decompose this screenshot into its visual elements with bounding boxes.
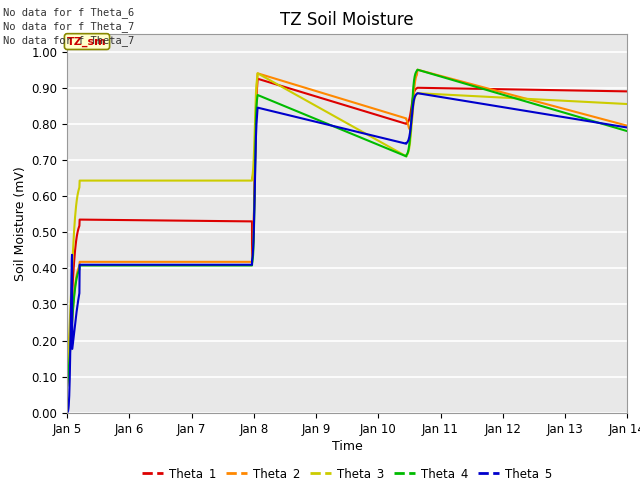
Title: TZ Soil Moisture: TZ Soil Moisture <box>280 11 414 29</box>
Text: No data for f Theta_6
No data for f Theta_7
No data for f Theta_7: No data for f Theta_6 No data for f Thet… <box>3 7 134 46</box>
Y-axis label: Soil Moisture (mV): Soil Moisture (mV) <box>14 166 28 281</box>
X-axis label: Time: Time <box>332 440 363 453</box>
Text: TZ_sm: TZ_sm <box>67 36 107 47</box>
Legend: Theta_1, Theta_2, Theta_3, Theta_4, Theta_5: Theta_1, Theta_2, Theta_3, Theta_4, Thet… <box>138 462 557 480</box>
